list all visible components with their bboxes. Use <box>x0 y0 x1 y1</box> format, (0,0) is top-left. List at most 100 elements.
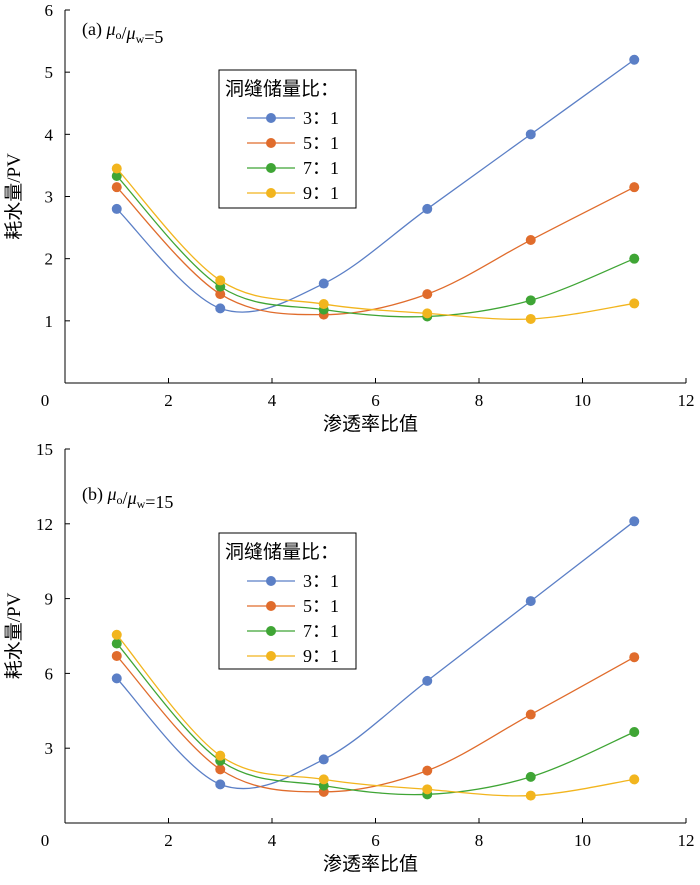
panel-label-part: w <box>136 32 145 46</box>
y-tick-label: 3 <box>45 188 54 207</box>
x-axis-title: 渗透率比值 <box>323 853 418 875</box>
legend-entry: 9：1 <box>303 646 339 666</box>
y-tick-label: 6 <box>45 1 54 20</box>
data-point <box>525 313 536 324</box>
data-point <box>422 308 433 319</box>
series-line-2 <box>116 655 635 793</box>
panel-label-part: μ <box>127 488 137 508</box>
x-tick-label: 8 <box>475 391 484 410</box>
panel-label-part: =15 <box>145 492 173 512</box>
y-tick-label: 1 <box>45 312 54 331</box>
legend-entry: 5：1 <box>303 133 339 153</box>
legend-entry: 3：1 <box>303 571 339 591</box>
x-tick-label: 2 <box>164 391 173 410</box>
data-point <box>629 298 640 309</box>
y-tick-label: 6 <box>45 664 54 683</box>
data-point <box>215 289 226 300</box>
y-tick-label: 9 <box>45 590 54 609</box>
legend-entry: 5：1 <box>303 596 339 616</box>
x-tick-label: 10 <box>574 391 591 410</box>
series-line-3 <box>116 175 635 318</box>
legend-swatch-marker <box>266 163 276 173</box>
x-tick-label: 2 <box>164 831 173 850</box>
panel-label: (a) μo/μw=5 <box>82 19 163 47</box>
x-tick-label: 4 <box>268 831 277 850</box>
data-point <box>525 771 536 782</box>
legend-title: 洞缝储量比： <box>225 541 339 563</box>
legend-title: 洞缝储量比： <box>225 78 339 100</box>
data-point <box>422 765 433 776</box>
y-tick-label: 12 <box>36 515 53 534</box>
series-line-1 <box>116 59 635 313</box>
y-tick-label: 5 <box>45 63 54 82</box>
panel-label-part: μ <box>126 23 136 43</box>
x-tick-label: 8 <box>475 831 484 850</box>
x-tick-label: 10 <box>574 831 591 850</box>
data-point <box>629 726 640 737</box>
data-point <box>525 790 536 801</box>
legend-swatch-marker <box>266 626 276 636</box>
legend-entry: 9：1 <box>303 183 339 203</box>
series-line-1 <box>116 520 635 790</box>
data-point <box>525 129 536 140</box>
legend-swatch-marker <box>266 651 276 661</box>
data-point <box>629 253 640 264</box>
panel-label-part: (b) <box>82 484 108 505</box>
data-point <box>215 750 226 761</box>
legend-swatch-marker <box>266 138 276 148</box>
series-line-2 <box>116 186 635 316</box>
x-axis-title: 渗透率比值 <box>323 413 418 435</box>
data-point <box>215 275 226 286</box>
data-point <box>422 784 433 795</box>
x-tick-label: 0 <box>41 391 50 410</box>
legend-swatch-marker <box>266 188 276 198</box>
data-point <box>629 774 640 785</box>
panel-label-part: w <box>137 497 146 511</box>
data-point <box>422 203 433 214</box>
x-tick-label: 6 <box>371 831 380 850</box>
data-point <box>111 650 122 661</box>
y-tick-label: 15 <box>36 440 53 459</box>
data-point <box>111 170 122 181</box>
x-tick-label: 0 <box>41 831 50 850</box>
data-point <box>318 774 329 785</box>
series-line-4 <box>116 168 635 320</box>
legend-swatch-marker <box>266 576 276 586</box>
data-point <box>318 754 329 765</box>
data-point <box>525 235 536 246</box>
legend-swatch-marker <box>266 601 276 611</box>
y-axis-title: 耗水量/PV <box>3 592 25 679</box>
legend-box <box>218 69 357 209</box>
data-point <box>525 295 536 306</box>
y-tick-label: 4 <box>45 125 54 144</box>
x-tick-label: 6 <box>371 391 380 410</box>
x-tick-label: 12 <box>678 391 695 410</box>
panel-label-part: / <box>123 488 128 508</box>
data-point <box>111 163 122 174</box>
legend-entry: 3：1 <box>303 108 339 128</box>
data-point <box>318 278 329 289</box>
data-point <box>422 289 433 300</box>
legend: 洞缝储量比： 3：1 5：1 7：1 9：1 <box>218 69 357 209</box>
data-point <box>215 764 226 775</box>
panel-label-part: μ <box>107 484 117 504</box>
data-point <box>629 516 640 527</box>
panel-label: (b) μo/μw=15 <box>82 484 173 512</box>
y-tick-label: 2 <box>45 250 54 269</box>
panel-label-part: o <box>117 493 123 507</box>
data-point <box>629 652 640 663</box>
data-point <box>525 709 536 720</box>
legend: 洞缝储量比： 3：1 5：1 7：1 9：1 <box>218 532 357 670</box>
data-point <box>525 596 536 607</box>
data-point <box>422 675 433 686</box>
y-tick-label: 3 <box>45 739 54 758</box>
legend-swatch-marker <box>266 113 276 123</box>
data-point <box>215 303 226 314</box>
x-tick-label: 12 <box>678 831 695 850</box>
data-point <box>629 54 640 65</box>
legend-entry: 7：1 <box>303 621 339 641</box>
